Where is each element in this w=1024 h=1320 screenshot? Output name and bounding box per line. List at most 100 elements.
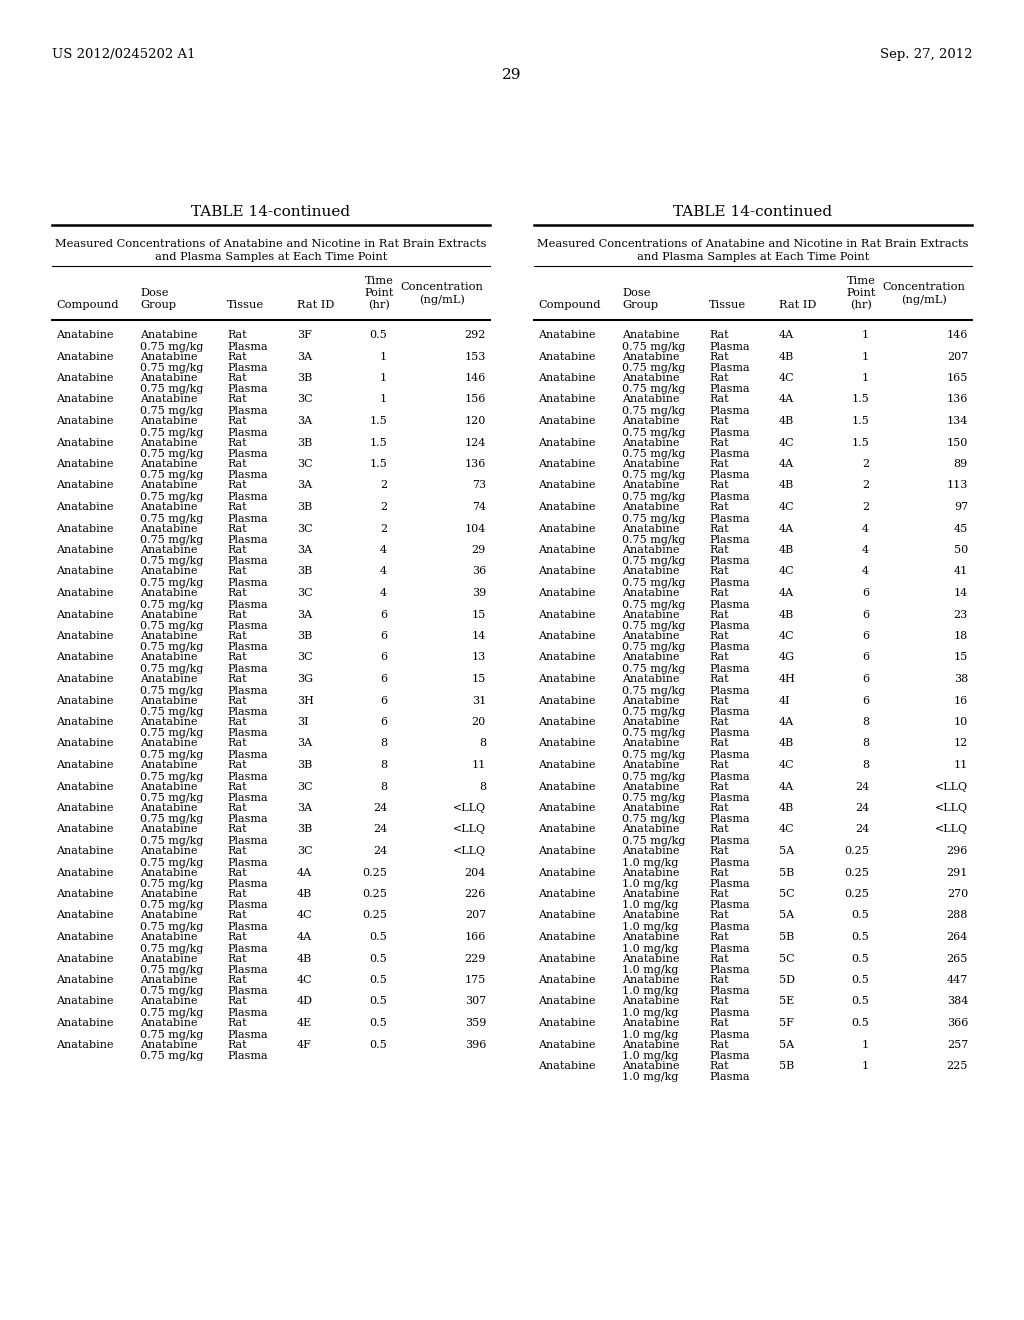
Text: 1: 1 [380, 351, 387, 362]
Text: 0.75 mg/kg: 0.75 mg/kg [140, 771, 204, 781]
Text: 0.75 mg/kg: 0.75 mg/kg [140, 513, 204, 524]
Text: Anatabine: Anatabine [56, 351, 114, 362]
Text: 0.75 mg/kg: 0.75 mg/kg [622, 793, 685, 803]
Text: (hr): (hr) [368, 300, 390, 310]
Text: 4I: 4I [779, 696, 791, 705]
Text: Anatabine: Anatabine [622, 480, 680, 491]
Text: Rat: Rat [227, 631, 247, 642]
Text: 366: 366 [946, 1018, 968, 1028]
Text: 11: 11 [953, 760, 968, 770]
Text: Anatabine: Anatabine [622, 1061, 680, 1071]
Text: 0.75 mg/kg: 0.75 mg/kg [140, 793, 204, 803]
Text: 4B: 4B [297, 888, 312, 899]
Text: Anatabine: Anatabine [538, 480, 596, 491]
Text: Anatabine: Anatabine [538, 416, 596, 426]
Text: Plasma: Plasma [709, 449, 750, 459]
Text: 3A: 3A [297, 416, 312, 426]
Text: 2: 2 [862, 502, 869, 512]
Text: 226: 226 [465, 888, 486, 899]
Text: Anatabine: Anatabine [622, 760, 680, 770]
Text: 0.5: 0.5 [370, 1040, 387, 1049]
Text: 4C: 4C [297, 911, 312, 920]
Text: Anatabine: Anatabine [140, 696, 198, 705]
Text: 124: 124 [465, 437, 486, 447]
Text: 0.75 mg/kg: 0.75 mg/kg [140, 900, 204, 911]
Text: 0.75 mg/kg: 0.75 mg/kg [622, 428, 685, 437]
Text: Anatabine: Anatabine [538, 1061, 596, 1071]
Text: Rat: Rat [227, 738, 247, 748]
Text: Rat: Rat [709, 330, 729, 341]
Text: Anatabine: Anatabine [140, 395, 198, 404]
Text: 4B: 4B [779, 351, 795, 362]
Text: TABLE 14-continued: TABLE 14-continued [191, 205, 350, 219]
Text: Plasma: Plasma [227, 944, 267, 953]
Text: 150: 150 [946, 437, 968, 447]
Text: 0.75 mg/kg: 0.75 mg/kg [140, 384, 204, 395]
Text: <LLQ: <LLQ [453, 846, 486, 855]
Text: 6: 6 [862, 587, 869, 598]
Text: 8: 8 [862, 717, 869, 727]
Text: 0.75 mg/kg: 0.75 mg/kg [622, 729, 685, 738]
Text: 0.5: 0.5 [851, 911, 869, 920]
Text: 1.0 mg/kg: 1.0 mg/kg [622, 986, 678, 997]
Text: 1: 1 [862, 351, 869, 362]
Text: 6: 6 [380, 717, 387, 727]
Text: 1.5: 1.5 [851, 416, 869, 426]
Text: 0.75 mg/kg: 0.75 mg/kg [140, 342, 204, 351]
Text: 0.25: 0.25 [362, 911, 387, 920]
Text: Plasma: Plasma [709, 921, 750, 932]
Text: Rat: Rat [709, 587, 729, 598]
Text: 0.75 mg/kg: 0.75 mg/kg [622, 492, 685, 502]
Text: Anatabine: Anatabine [140, 1018, 198, 1028]
Text: TABLE 14-continued: TABLE 14-continued [674, 205, 833, 219]
Text: Rat: Rat [709, 631, 729, 642]
Text: 4: 4 [380, 566, 387, 577]
Text: Anatabine: Anatabine [140, 652, 198, 663]
Text: Rat: Rat [709, 738, 729, 748]
Text: 0.75 mg/kg: 0.75 mg/kg [622, 664, 685, 675]
Text: Rat: Rat [709, 846, 729, 855]
Text: and Plasma Samples at Each Time Point: and Plasma Samples at Each Time Point [637, 252, 869, 261]
Text: Anatabine: Anatabine [140, 717, 198, 727]
Text: 1.0 mg/kg: 1.0 mg/kg [622, 900, 678, 911]
Text: 3B: 3B [297, 502, 312, 512]
Text: Anatabine: Anatabine [140, 610, 198, 619]
Text: Plasma: Plasma [227, 1051, 267, 1061]
Text: 0.75 mg/kg: 0.75 mg/kg [140, 664, 204, 675]
Text: 3I: 3I [297, 717, 308, 727]
Text: Rat: Rat [709, 997, 729, 1006]
Text: 39: 39 [472, 587, 486, 598]
Text: 0.75 mg/kg: 0.75 mg/kg [140, 535, 204, 545]
Text: Rat: Rat [709, 545, 729, 554]
Text: 4A: 4A [779, 524, 795, 533]
Text: 0.75 mg/kg: 0.75 mg/kg [140, 836, 204, 846]
Text: Anatabine: Anatabine [140, 803, 198, 813]
Text: 15: 15 [472, 610, 486, 619]
Text: 0.75 mg/kg: 0.75 mg/kg [622, 708, 685, 717]
Text: 288: 288 [946, 911, 968, 920]
Text: 3A: 3A [297, 738, 312, 748]
Text: Rat: Rat [227, 652, 247, 663]
Text: Rat: Rat [709, 911, 729, 920]
Text: Time: Time [365, 276, 393, 286]
Text: 0.5: 0.5 [370, 953, 387, 964]
Text: 4B: 4B [779, 480, 795, 491]
Text: Anatabine: Anatabine [622, 631, 680, 642]
Text: Rat: Rat [227, 846, 247, 855]
Text: 5A: 5A [779, 846, 795, 855]
Text: Rat: Rat [227, 1040, 247, 1049]
Text: 4B: 4B [779, 738, 795, 748]
Text: Plasma: Plasma [227, 921, 267, 932]
Text: Point: Point [365, 288, 394, 298]
Text: 0.75 mg/kg: 0.75 mg/kg [140, 858, 204, 867]
Text: Plasma: Plasma [709, 879, 750, 888]
Text: 74: 74 [472, 502, 486, 512]
Text: 1.0 mg/kg: 1.0 mg/kg [622, 965, 678, 975]
Text: Anatabine: Anatabine [140, 825, 198, 834]
Text: 0.75 mg/kg: 0.75 mg/kg [622, 363, 685, 374]
Text: Anatabine: Anatabine [56, 437, 114, 447]
Text: 0.75 mg/kg: 0.75 mg/kg [140, 492, 204, 502]
Text: 8: 8 [380, 738, 387, 748]
Text: Anatabine: Anatabine [622, 1018, 680, 1028]
Text: 0.5: 0.5 [851, 1018, 869, 1028]
